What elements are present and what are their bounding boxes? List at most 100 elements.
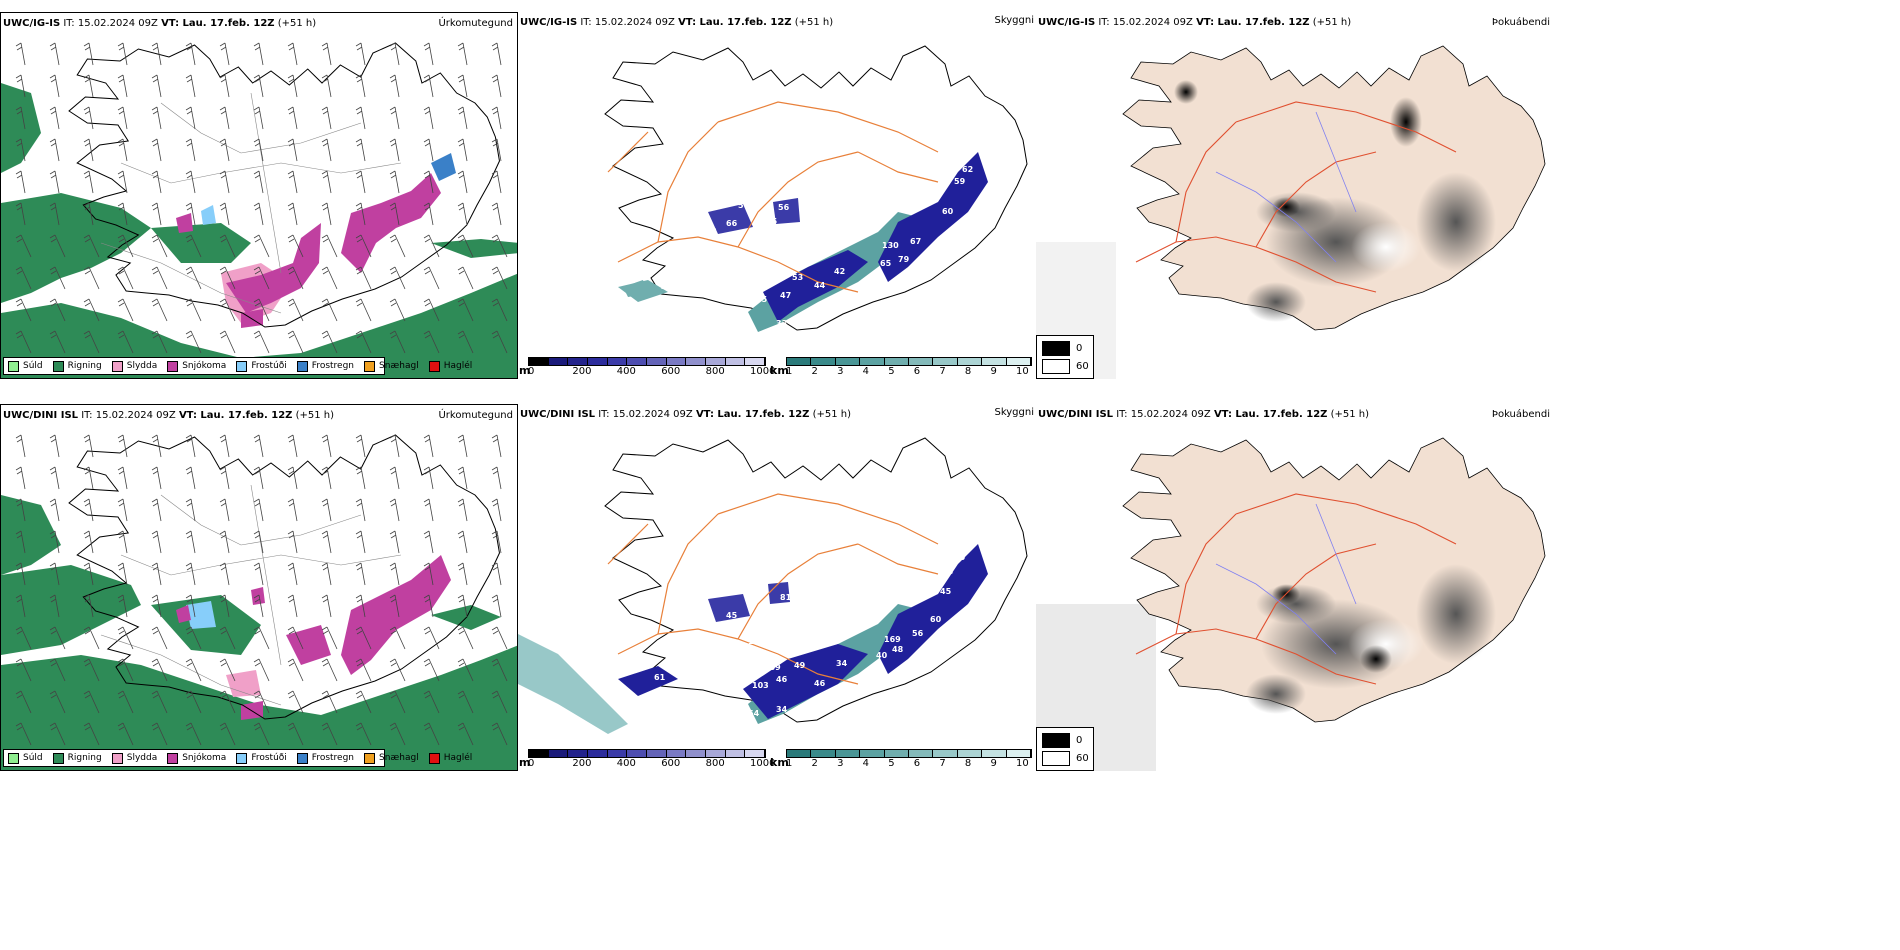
colorbar-cell: [529, 358, 549, 365]
colorbar-cell: [725, 750, 746, 757]
wind-barb: [321, 530, 332, 554]
wind-barb: [423, 298, 440, 322]
wind-barbs: [15, 434, 508, 746]
colorbar-cell: [1006, 358, 1031, 365]
cloud-base-label: 90: [954, 553, 966, 562]
wind-barb: [151, 330, 168, 354]
fog-panel-bottom: UWC/DINI ISL IT: 15.02.2024 09Z VT: Lau.…: [1036, 404, 1552, 771]
wind-barb: [389, 498, 400, 522]
wind-barb: [49, 74, 60, 98]
wind-barb: [491, 434, 502, 458]
wind-barb: [321, 266, 338, 290]
legend-label: Frostregn: [311, 753, 355, 763]
precip-type-panel-bottom: UWC/DINI ISL IT: 15.02.2024 09Z VT: Lau.…: [0, 404, 518, 771]
cloud-base-label: 56: [778, 203, 790, 212]
wind-barb: [49, 298, 66, 322]
wind-barb: [49, 138, 60, 162]
colorbar-cell: [1006, 750, 1031, 757]
wind-barb: [321, 626, 338, 650]
wind-barb: [457, 42, 468, 66]
wind-barb: [355, 266, 372, 290]
colorbar-cell: [568, 358, 588, 365]
cloud-base-label: 59: [954, 177, 966, 186]
wind-barb: [151, 594, 162, 618]
cloud-base-label: 43: [942, 145, 953, 154]
wind-barb: [49, 106, 60, 130]
legend-label: Snjókoma: [182, 753, 227, 763]
wind-barb: [287, 498, 298, 522]
wind-barb: [321, 298, 338, 322]
wind-barb: [117, 138, 128, 162]
colorbar-cell: [860, 750, 885, 757]
colorbar-cells: [528, 357, 766, 366]
legend-label: Haglél: [443, 361, 473, 371]
wind-barbs: [15, 42, 508, 354]
wind-barb: [219, 498, 230, 522]
cloud-base-label: 48: [892, 645, 904, 654]
cloud-base-label: 214: [678, 659, 695, 668]
cloud-base-label: 61: [654, 673, 666, 682]
colorbar-tick-label: 6: [913, 366, 921, 377]
cloud-base-label: 85: [756, 295, 768, 304]
wind-barb: [287, 626, 304, 650]
precip-type-map-top: [1, 13, 517, 378]
cloud-base-label: 60: [942, 207, 954, 216]
cloud-base-label: 64: [748, 709, 760, 718]
wind-barb: [253, 42, 264, 66]
wind-barb: [185, 106, 196, 130]
wind-barb: [49, 594, 60, 618]
wind-barb: [15, 722, 32, 746]
wind-barb: [321, 498, 332, 522]
colorbar-tick-label: 800: [705, 758, 725, 769]
visibility-colorbar: 1 2 3 4 5 6 7 8 9 10: [786, 749, 1034, 771]
wind-barb: [15, 626, 32, 650]
wind-barb: [15, 498, 26, 522]
wind-barb: [287, 466, 298, 490]
wind-barb: [457, 434, 468, 458]
legend-swatch: [428, 360, 440, 372]
legend-item-4: Frostúði: [236, 360, 287, 372]
wind-barb: [355, 530, 366, 554]
wind-barb: [457, 234, 474, 258]
wind-barb: [355, 202, 366, 226]
wind-barb: [83, 330, 100, 354]
wind-barb: [287, 170, 298, 194]
wind-barb: [219, 330, 236, 354]
wind-barb: [457, 330, 474, 354]
wind-barb: [389, 690, 406, 714]
fog-legend-label: 0: [1076, 735, 1083, 746]
legend-swatch: [364, 752, 376, 764]
wind-barb: [83, 690, 100, 714]
cloud-base-label: 78: [942, 567, 954, 576]
panel-title: Úrkomutegund: [438, 18, 513, 29]
wind-barb: [253, 690, 270, 714]
fog-legend: 0 60: [1036, 727, 1094, 771]
legend-item-5: Frostregn: [296, 752, 355, 764]
wind-barb: [253, 138, 264, 162]
legend-label: Snæhagl: [379, 753, 419, 763]
legend-label: Súld: [23, 753, 43, 763]
wind-barb: [185, 170, 196, 194]
wind-barb: [287, 722, 304, 746]
wind-barb: [423, 138, 434, 162]
wind-barb: [389, 434, 400, 458]
colorbar-tick-label: 1: [786, 758, 793, 769]
wind-barb: [83, 434, 94, 458]
wind-barb: [491, 202, 502, 226]
wind-barb: [83, 266, 100, 290]
wind-barb: [423, 42, 434, 66]
wind-barb: [321, 330, 338, 354]
wind-barb: [49, 266, 66, 290]
wind-barb: [49, 202, 60, 226]
legend-swatch: [52, 752, 64, 764]
colorbar-tick-label: 600: [661, 366, 681, 377]
wind-barb: [423, 234, 440, 258]
cloud-base-label: 55: [766, 217, 778, 226]
wind-barb: [355, 170, 366, 194]
wind-barb: [253, 498, 264, 522]
wind-barb: [287, 74, 298, 98]
wind-barb: [253, 466, 264, 490]
wind-barb: [117, 530, 128, 554]
colorbar-cell: [957, 750, 983, 757]
